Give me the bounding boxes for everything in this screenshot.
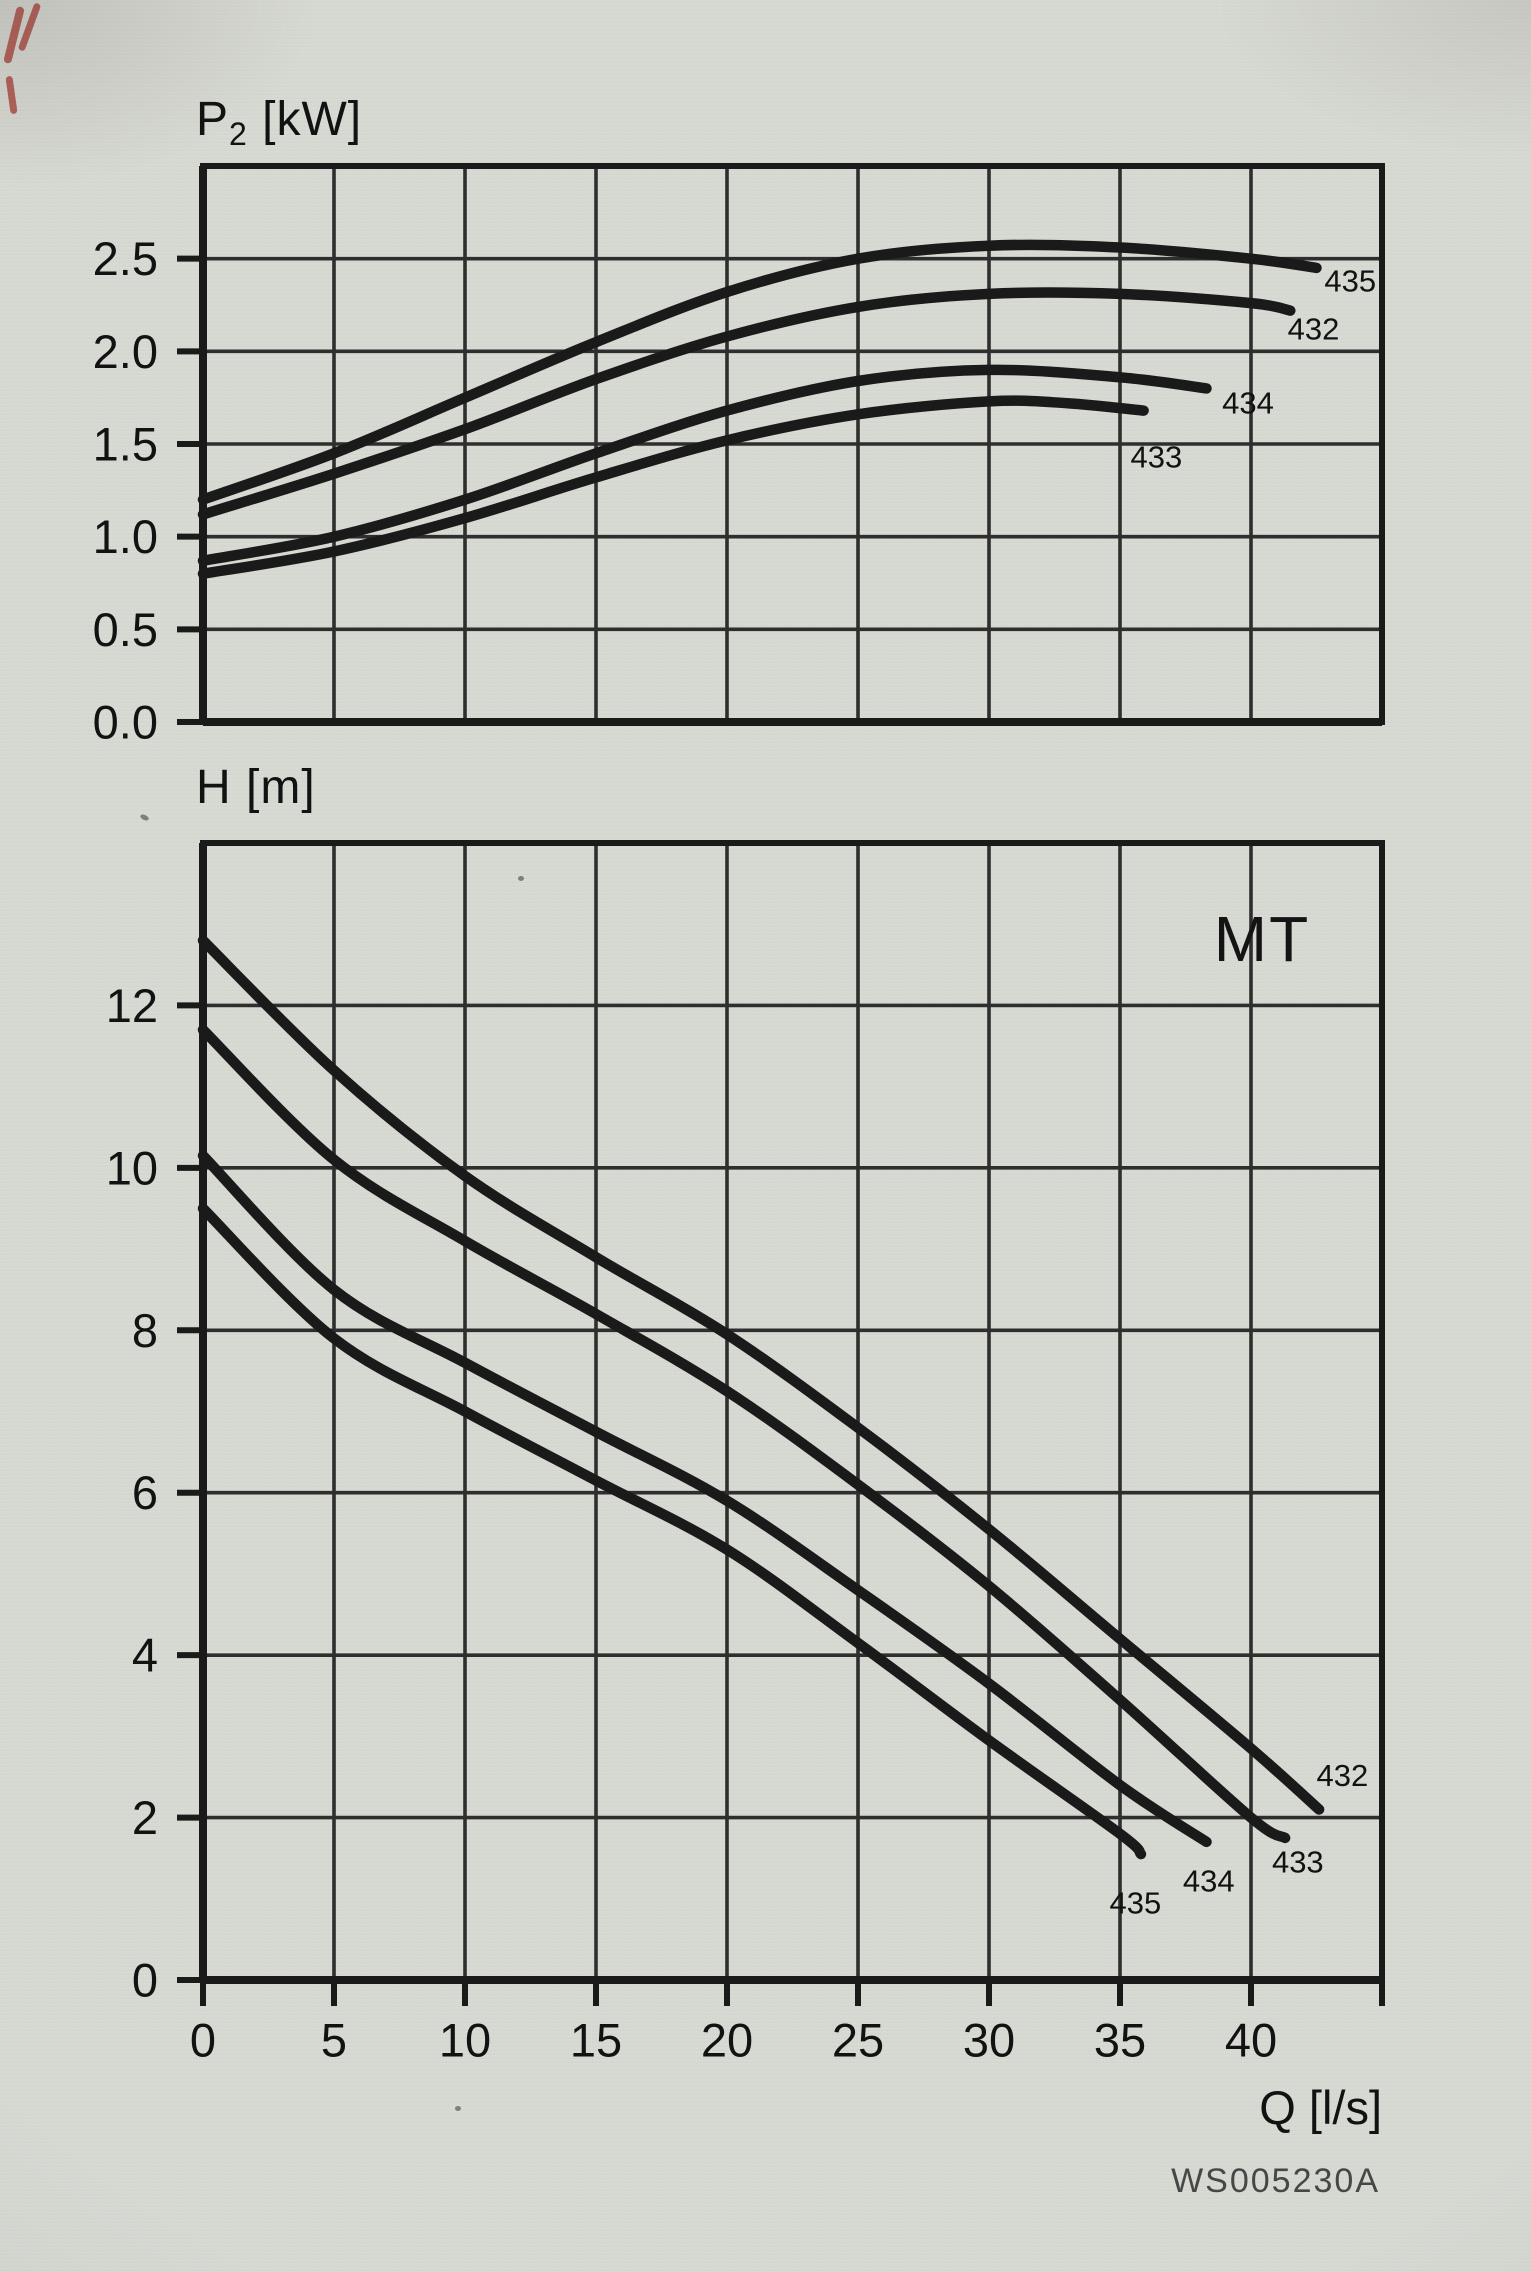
curve-label-433: 433 (1272, 1845, 1324, 1880)
curve-433 (197, 395, 1149, 579)
curve-label-434: 434 (1222, 386, 1274, 421)
document-code: WS005230A (1171, 2162, 1380, 2200)
red-pen-mark (5, 75, 18, 115)
y-tick-label: 0.0 (93, 696, 158, 749)
y-tick-label: 2 (132, 1791, 158, 1844)
head-axis-title: H [m] (196, 760, 316, 821)
x-tick-label: 30 (963, 2014, 1015, 2067)
y-tick-label: 1.5 (93, 418, 158, 471)
y-tick-label: 2.5 (93, 232, 158, 285)
curve-label-432: 432 (1317, 1758, 1369, 1793)
x-tick-label: 5 (321, 2014, 347, 2067)
plot-frame (200, 163, 1385, 725)
curve-label-433: 433 (1130, 439, 1182, 474)
curve-label-435: 435 (1324, 263, 1376, 298)
x-axis-unit-label: Q [l/s] (1259, 2081, 1382, 2134)
y-tick-label: 12 (106, 979, 158, 1032)
x-tick-label: 15 (570, 2014, 622, 2067)
paper-speck (455, 2106, 461, 2111)
plot-frame (200, 840, 1385, 1983)
curve-label-435: 435 (1110, 1885, 1162, 1920)
curve-434 (197, 1150, 1212, 1848)
paper-speck (139, 813, 150, 822)
curve-435 (197, 239, 1322, 505)
curve-label-432: 432 (1288, 312, 1340, 347)
x-tick-label: 20 (701, 2014, 753, 2067)
y-tick-label: 0.5 (93, 603, 158, 656)
power-unit: [kW] (247, 93, 363, 146)
curve-435 (197, 1203, 1147, 1860)
power-axis-title: P2 [kW] (196, 92, 362, 153)
x-tick-label: 25 (832, 2014, 884, 2067)
curve-434 (197, 364, 1212, 567)
power-symbol-subscript: 2 (229, 116, 248, 152)
x-tick-label: 35 (1094, 2014, 1146, 2067)
y-tick-label: 1.0 (93, 510, 158, 563)
head-symbol: H (196, 761, 232, 814)
curve-label-434: 434 (1183, 1863, 1235, 1898)
x-tick-label: 0 (190, 2014, 216, 2067)
y-tick-label: 0 (132, 1954, 158, 2007)
y-tick-label: 2.0 (93, 325, 158, 378)
paper-speck (518, 876, 524, 881)
pump-variant-label: MT (1213, 903, 1311, 975)
y-tick-label: 10 (106, 1141, 158, 1194)
y-tick-label: 4 (132, 1629, 158, 1682)
x-tick-label: 10 (439, 2014, 491, 2067)
y-tick-label: 8 (132, 1304, 158, 1357)
y-tick-label: 6 (132, 1466, 158, 1519)
x-tick-label: 40 (1225, 2014, 1277, 2067)
curve-433 (197, 1024, 1291, 1844)
head-unit: [m] (231, 761, 316, 814)
curve-432 (197, 935, 1325, 1815)
curve-432 (197, 287, 1296, 520)
power-symbol: P (196, 93, 230, 146)
